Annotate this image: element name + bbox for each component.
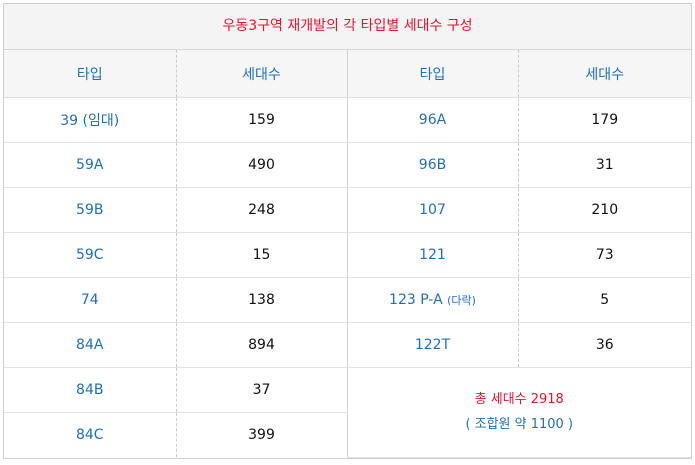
table-row: 59C 15 121 73 xyxy=(4,232,691,278)
count-cell: 5 xyxy=(518,277,691,323)
count-cell: 490 xyxy=(176,142,348,188)
type-cell: 121 xyxy=(347,232,519,278)
count-cell: 73 xyxy=(518,232,691,278)
table-row: 59B 248 107 210 xyxy=(4,187,691,233)
count-cell: 37 xyxy=(176,367,348,413)
type-cell: 122T xyxy=(347,322,519,368)
table-row: 74 138 123 P-A (다락) 5 xyxy=(4,277,691,323)
table-row: 84B 37 총 세대수 2918 ( 조합원 약 1100 ) xyxy=(4,367,691,458)
type-cell: 96B xyxy=(347,142,519,188)
header-left-type: 타입 xyxy=(4,50,177,98)
count-cell: 15 xyxy=(176,232,348,278)
type-label: 123 P-A xyxy=(389,292,443,308)
type-cell: 107 xyxy=(347,187,519,233)
count-cell: 36 xyxy=(518,322,691,368)
type-cell: 59C xyxy=(4,232,177,278)
type-cell: 59A xyxy=(4,142,177,188)
table-row: 84A 894 122T 36 xyxy=(4,322,691,368)
header-right-count: 세대수 xyxy=(518,50,691,98)
type-cell: 59B xyxy=(4,187,177,233)
count-cell: 31 xyxy=(518,142,691,188)
count-cell: 159 xyxy=(176,97,348,143)
member-count: ( 조합원 약 1100 ) xyxy=(465,417,574,433)
total-units: 총 세대수 2918 xyxy=(474,392,564,408)
count-cell: 179 xyxy=(518,97,691,143)
table-row: 59A 490 96B 31 xyxy=(4,142,691,188)
table-row: 39 (임대) 159 96A 179 xyxy=(4,97,691,143)
table-title: 우동3구역 재개발의 각 타입별 세대수 구성 xyxy=(4,4,691,50)
type-cell: 84A xyxy=(4,322,177,368)
count-cell: 210 xyxy=(518,187,691,233)
count-cell: 138 xyxy=(176,277,348,323)
type-cell: 39 (임대) xyxy=(4,97,177,143)
type-cell: 74 xyxy=(4,277,177,323)
type-cell: 123 P-A (다락) xyxy=(347,277,519,323)
table-row: 84C 399 xyxy=(4,412,691,457)
header-left-count: 세대수 xyxy=(176,50,348,98)
count-cell: 399 xyxy=(176,412,348,457)
type-cell: 84B xyxy=(4,367,177,413)
header-right-type: 타입 xyxy=(347,50,519,98)
type-cell: 96A xyxy=(347,97,519,143)
unit-type-table: 타입 세대수 타입 세대수 39 (임대) 159 96A 179 59A 49… xyxy=(4,50,691,458)
type-cell: 84C xyxy=(4,412,177,457)
unit-table-card: 우동3구역 재개발의 각 타입별 세대수 구성 타입 세대수 타입 세대수 39… xyxy=(3,3,692,459)
total-summary-cell: 총 세대수 2918 ( 조합원 약 1100 ) xyxy=(347,367,691,458)
header-row: 타입 세대수 타입 세대수 xyxy=(4,50,691,98)
count-cell: 248 xyxy=(176,187,348,233)
count-cell: 894 xyxy=(176,322,348,368)
type-note: (다락) xyxy=(447,294,476,307)
